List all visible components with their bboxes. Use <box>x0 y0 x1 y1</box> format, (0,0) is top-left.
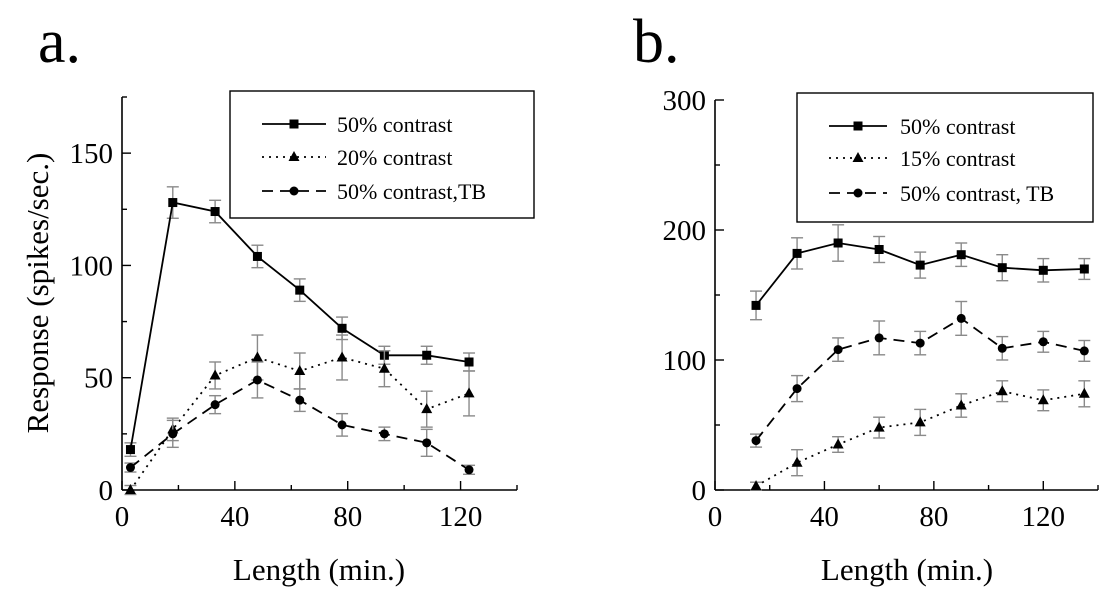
data-point <box>294 364 306 375</box>
legend-marker <box>853 121 863 131</box>
x-tick-label: 80 <box>333 501 362 533</box>
data-point <box>997 263 1007 273</box>
y-tick-label: 0 <box>692 475 707 507</box>
data-point <box>750 480 762 491</box>
legend-marker <box>852 152 864 162</box>
data-point <box>422 438 432 448</box>
data-point <box>955 399 967 410</box>
y-tick-label: 100 <box>663 345 707 377</box>
x-tick-label: 120 <box>439 501 483 533</box>
data-point <box>209 369 221 380</box>
data-point <box>337 323 347 333</box>
x-tick-label: 40 <box>810 501 839 533</box>
legend-label: 15% contrast <box>900 146 1015 171</box>
legend-box <box>229 90 535 219</box>
data-point <box>751 300 761 310</box>
y-tick-label: 150 <box>70 138 114 170</box>
data-point <box>792 248 802 258</box>
data-point <box>791 456 803 467</box>
data-point <box>832 438 844 449</box>
legend-marker <box>289 119 299 129</box>
legend-box <box>796 92 1094 223</box>
x-tick-label: 0 <box>708 501 723 533</box>
y-tick-label: 50 <box>84 363 113 395</box>
data-point <box>336 351 348 362</box>
series-line <box>129 201 470 450</box>
data-point <box>251 351 263 362</box>
x-tick-label: 40 <box>220 501 249 533</box>
x-axis-label: Length (min.) <box>233 552 405 587</box>
y-tick-label: 300 <box>663 85 707 117</box>
data-point <box>914 416 926 427</box>
legend-label: 20% contrast <box>337 145 452 170</box>
data-point <box>1038 265 1048 275</box>
legend-label: 50% contrast,TB <box>337 179 486 204</box>
data-point <box>124 484 136 494</box>
y-tick-label: 0 <box>99 475 114 507</box>
data-point <box>210 400 220 410</box>
y-axis-label: Response (spikes/sec.) <box>20 153 55 434</box>
data-point <box>464 357 474 367</box>
series-square <box>124 186 476 458</box>
data-point <box>252 375 262 385</box>
data-point <box>996 385 1008 396</box>
data-point <box>168 198 178 208</box>
data-point <box>210 207 220 217</box>
data-point <box>125 463 135 473</box>
data-point <box>422 350 432 360</box>
series-triangle <box>750 380 1091 491</box>
x-tick-label: 80 <box>919 501 948 533</box>
data-point <box>874 333 884 343</box>
y-tick-label: 100 <box>70 250 114 282</box>
legend-marker <box>853 188 863 198</box>
data-point <box>421 403 433 414</box>
data-point <box>295 395 305 405</box>
data-point <box>792 384 802 394</box>
chart-panel-a: a. 0 40 80 120 0 50 100 150 Length (min.) Response… <box>20 8 535 587</box>
data-point <box>915 260 925 270</box>
data-point <box>295 285 305 295</box>
x-tick-label: 120 <box>1022 501 1066 533</box>
legend-marker <box>288 151 300 161</box>
data-point <box>997 343 1007 353</box>
x-axis-label: Length (min.) <box>821 552 993 587</box>
data-point <box>337 420 347 430</box>
chart-panel-b: b. 0 40 80 120 0 100 200 300 Length (min.) 50% con… <box>633 8 1099 587</box>
legend: 50% contrast 15% contrast 50% contrast, TB <box>796 92 1094 223</box>
data-point <box>378 362 390 373</box>
data-point <box>833 238 843 248</box>
panel-label: a. <box>38 8 81 76</box>
data-point <box>956 313 966 323</box>
data-point <box>1037 394 1049 405</box>
data-point <box>1079 264 1089 274</box>
series-circle <box>750 300 1091 448</box>
data-point <box>874 245 884 254</box>
legend-label: 50% contrast <box>337 112 452 137</box>
series-square <box>750 224 1091 321</box>
series-circle <box>124 361 476 475</box>
panel-label: b. <box>633 8 680 76</box>
data-point <box>379 429 389 439</box>
data-point <box>463 387 475 398</box>
data-point <box>915 338 925 348</box>
data-point <box>751 436 761 446</box>
data-point <box>833 345 843 355</box>
data-point <box>252 251 262 261</box>
data-point <box>1078 387 1090 398</box>
data-point <box>168 429 178 439</box>
legend-marker <box>289 186 299 196</box>
series-line <box>755 390 1085 487</box>
x-tick-label: 0 <box>115 501 130 533</box>
data-point <box>956 250 966 260</box>
data-point <box>1079 346 1089 356</box>
legend-label: 50% contrast, TB <box>900 181 1054 206</box>
legend: 50% contrast 20% contrast 50% contrast,TB <box>229 90 535 219</box>
data-point <box>873 421 885 432</box>
y-tick-label: 200 <box>663 215 707 247</box>
data-point <box>464 465 474 475</box>
legend-label: 50% contrast <box>900 114 1015 139</box>
data-point <box>1038 337 1048 347</box>
data-point <box>125 445 135 455</box>
